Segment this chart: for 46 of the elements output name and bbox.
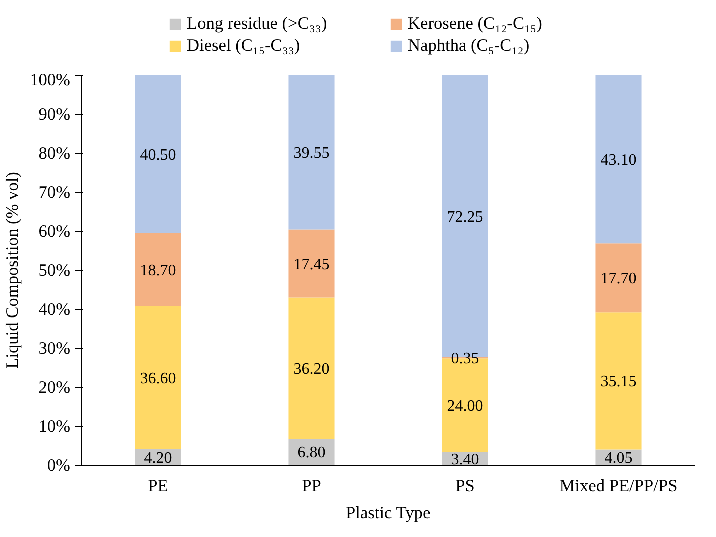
data-label: 18.70 [140, 262, 176, 280]
y-tick-label: 70% [38, 183, 71, 202]
data-label: 17.70 [600, 270, 637, 288]
data-label: 35.15 [600, 374, 637, 391]
bar [288, 298, 335, 439]
data-label: 6.80 [298, 444, 326, 462]
x-tick-label: PS [456, 476, 475, 496]
bar [135, 306, 182, 450]
data-label: 24.00 [447, 398, 484, 415]
y-tick-label: 10% [38, 417, 71, 436]
data-label: 72.25 [447, 208, 484, 226]
y-tick-label: 30% [38, 339, 71, 358]
bar [596, 76, 642, 244]
legend-label: Naphtha (C₅-C₁₂) [408, 36, 531, 56]
y-tick-label: 100% [30, 70, 71, 90]
legend-label: Long residue (>C₃₃) [187, 14, 328, 34]
data-label: 3.40 [451, 451, 480, 468]
bar [596, 312, 642, 450]
y-axis-title: Liquid Composition (% vol) [3, 172, 22, 369]
data-label: 43.10 [600, 152, 637, 170]
data-label: 36.20 [294, 360, 330, 378]
data-label: 40.50 [140, 146, 176, 164]
y-tick-label: 50% [38, 261, 71, 280]
legend-label: Kerosene (C₁₂-C₁₅) [408, 14, 544, 34]
data-label: 4.05 [604, 450, 633, 468]
y-tick-label: 90% [38, 105, 71, 124]
data-label: 0.35 [451, 350, 480, 368]
y-tick-label: 0% [47, 456, 71, 475]
bar [596, 244, 642, 313]
data-label: 17.45 [294, 256, 330, 274]
x-tick-label: Mixed PE/PP/PS [560, 476, 678, 496]
legend-label: Diesel (C₁₅-C₃₃) [187, 36, 302, 56]
y-tick-label: 60% [38, 222, 71, 241]
x-tick-label: PP [302, 476, 322, 496]
bar [135, 233, 182, 306]
data-label: 39.55 [294, 145, 330, 162]
x-tick-label: PE [148, 476, 168, 496]
data-label: 4.20 [144, 450, 172, 467]
bar [135, 76, 182, 234]
bar [288, 230, 335, 298]
bar [288, 76, 335, 230]
data-label: 36.60 [140, 370, 176, 388]
x-axis-title: Plastic Type [346, 504, 431, 522]
y-tick-label: 80% [38, 144, 71, 163]
y-tick-label: 40% [38, 300, 71, 319]
y-tick-label: 20% [38, 378, 71, 397]
